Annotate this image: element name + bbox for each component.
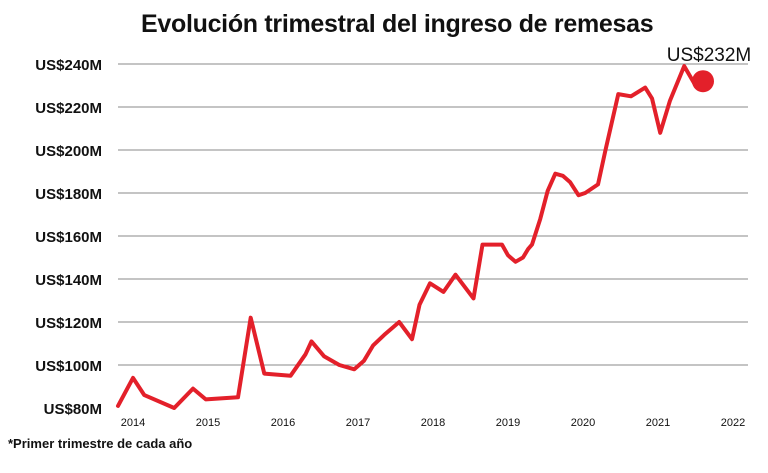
end-marker <box>692 70 714 93</box>
y-tick-label: US$120M <box>35 315 102 332</box>
x-axis-ticks: 2014 2015 2016 2017 2018 2019 2020 2021 2022 <box>121 417 745 429</box>
gridlines <box>118 63 748 366</box>
y-tick-label: US$80M <box>44 401 102 418</box>
y-tick-label: US$160M <box>35 229 102 246</box>
end-value-label: US$232M <box>667 45 752 66</box>
x-tick-label: 2021 <box>646 417 670 429</box>
y-tick-label: US$200M <box>35 143 102 160</box>
chart-title: Evolución trimestral del ingreso de reme… <box>141 10 653 38</box>
x-tick-label: 2014 <box>121 417 145 429</box>
footnote: *Primer trimestre de cada año <box>8 436 192 451</box>
y-axis-ticks: US$80M US$100M US$120M US$140M US$160M US$180… <box>35 57 102 418</box>
x-tick-label: 2019 <box>496 417 520 429</box>
y-tick-label: US$180M <box>35 186 102 203</box>
x-tick-label: 2015 <box>196 417 220 429</box>
x-tick-label: 2020 <box>571 417 595 429</box>
y-tick-label: US$140M <box>35 272 102 289</box>
x-tick-label: 2018 <box>421 417 445 429</box>
y-tick-label: US$100M <box>35 358 102 375</box>
y-tick-label: US$240M <box>35 57 102 74</box>
x-tick-label: 2016 <box>271 417 295 429</box>
x-tick-label: 2017 <box>346 417 370 429</box>
series-line <box>116 64 698 410</box>
x-tick-label: 2022 <box>721 417 745 429</box>
y-tick-label: US$220M <box>35 100 102 117</box>
